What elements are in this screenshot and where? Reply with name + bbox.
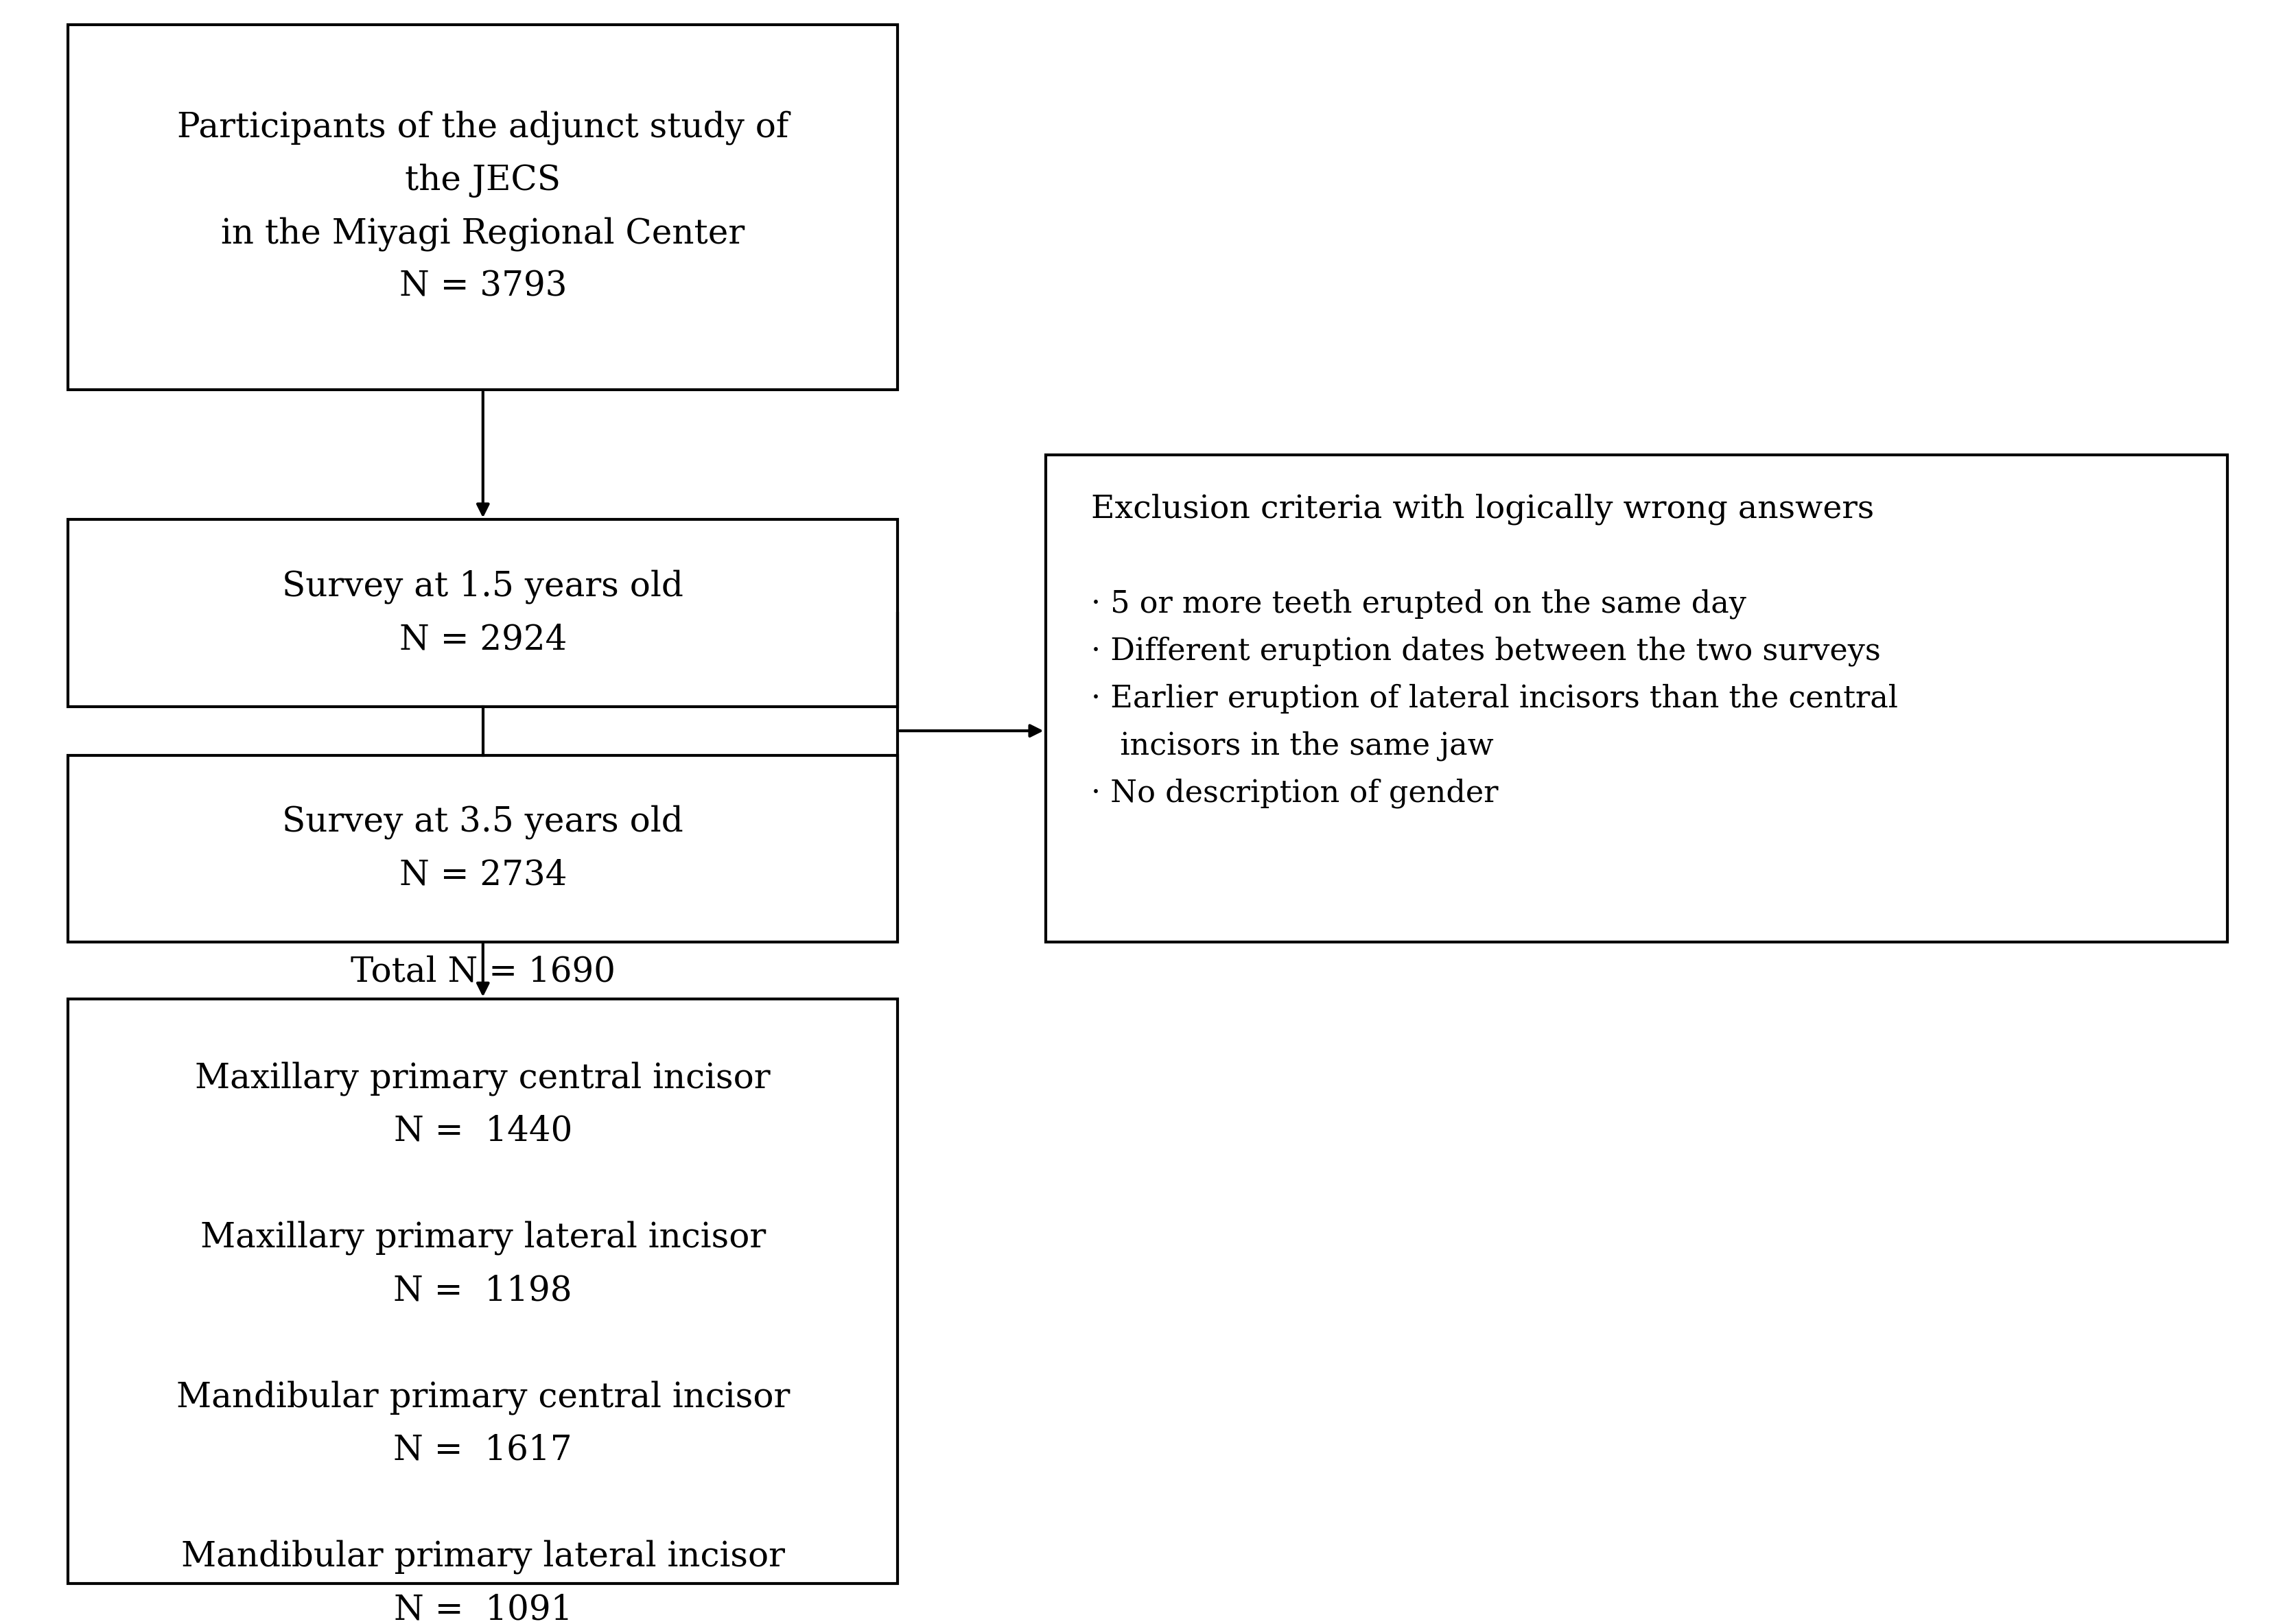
Bar (68, 520, 897, 706)
Text: · Different eruption dates between the two surveys: · Different eruption dates between the t… (1091, 637, 1879, 666)
Bar (68, 755, 897, 942)
Text: Exclusion criteria with logically wrong answers: Exclusion criteria with logically wrong … (1091, 494, 1874, 525)
Text: Mandibular primary lateral incisor: Mandibular primary lateral incisor (182, 1540, 784, 1574)
Text: the JECS: the JECS (404, 164, 561, 198)
Text: N =  1617: N = 1617 (393, 1434, 573, 1468)
Bar (68, 999, 897, 1583)
Text: Maxillary primary lateral incisor: Maxillary primary lateral incisor (200, 1221, 766, 1255)
Text: N =  1091: N = 1091 (393, 1593, 573, 1624)
Text: incisors in the same jaw: incisors in the same jaw (1091, 731, 1493, 760)
Text: · Earlier eruption of lateral incisors than the central: · Earlier eruption of lateral incisors t… (1091, 684, 1897, 713)
Text: N =  1440: N = 1440 (393, 1114, 573, 1148)
Text: · 5 or more teeth erupted on the same day: · 5 or more teeth erupted on the same da… (1091, 590, 1745, 619)
Text: N = 2924: N = 2924 (400, 622, 566, 656)
Text: Maxillary primary central incisor: Maxillary primary central incisor (195, 1060, 770, 1096)
Text: Mandibular primary central incisor: Mandibular primary central incisor (175, 1380, 791, 1415)
Text: Survey at 3.5 years old: Survey at 3.5 years old (282, 806, 684, 840)
Text: Total N = 1690: Total N = 1690 (350, 955, 616, 989)
Text: Participants of the adjunct study of: Participants of the adjunct study of (177, 110, 788, 145)
Text: N = 3793: N = 3793 (400, 270, 566, 304)
Bar (68, 24, 897, 390)
Text: N =  1198: N = 1198 (393, 1275, 573, 1307)
Text: in the Miyagi Regional Center: in the Miyagi Regional Center (220, 216, 745, 250)
Text: · No description of gender: · No description of gender (1091, 778, 1497, 809)
Bar (1045, 455, 2227, 942)
Text: Survey at 1.5 years old: Survey at 1.5 years old (282, 570, 684, 604)
Text: N = 2734: N = 2734 (400, 857, 566, 892)
